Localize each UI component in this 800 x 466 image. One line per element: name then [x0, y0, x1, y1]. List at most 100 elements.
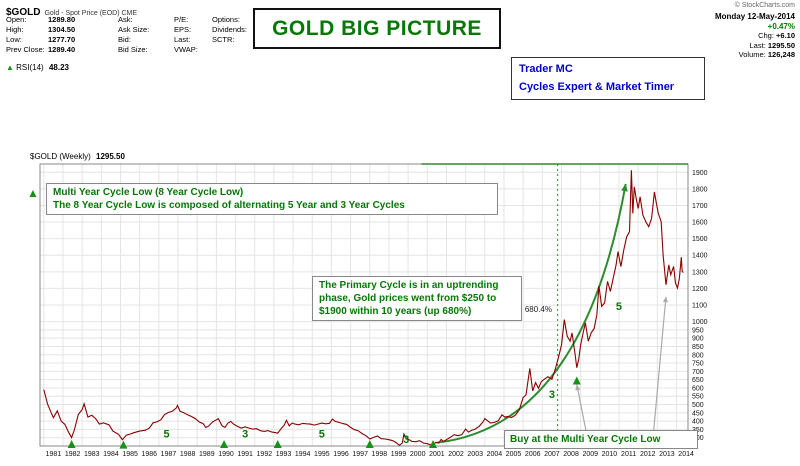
cycle-number: 5 — [163, 429, 169, 441]
quote-field-value: 1277.70 — [48, 35, 76, 44]
price-axis-label: 800 — [692, 352, 704, 359]
year-axis-label: 2007 — [544, 451, 560, 458]
price-axis-label: 1200 — [692, 286, 708, 293]
price-axis-label: 1400 — [692, 253, 708, 260]
year-axis-label: 1992 — [257, 451, 273, 458]
price-axis-label: 700 — [692, 369, 704, 376]
quote-field: Ask Size: — [118, 25, 154, 35]
year-axis-label: 2011 — [621, 451, 636, 458]
quote-field-value: 1289.80 — [48, 15, 76, 24]
cycle-number: 3 — [403, 434, 409, 446]
percent-change: +0.47% — [767, 21, 795, 31]
quote-field: VWAP: — [174, 45, 204, 55]
year-axis-label: 2008 — [563, 451, 579, 458]
chart-series-label: $GOLD (Weekly) 1295.50 — [30, 152, 125, 161]
ticker-symbol: $GOLD — [6, 7, 41, 18]
quote-field-label: Low: — [6, 35, 22, 44]
quote-field: Low: 1277.70 — [6, 35, 75, 45]
price-axis-label: 600 — [692, 385, 704, 392]
rsi-indicator: ▲ RSI(14) 48.23 — [6, 63, 69, 72]
last-row: Last: 1295.50 — [749, 40, 795, 50]
main-chart-panel: 5 3 5 3 3 5 1900 1800 1700 1600 1500 1400 1300 1200 11… — [0, 150, 800, 466]
price-axis-label: 650 — [692, 377, 704, 384]
price-axis-label: 1300 — [692, 269, 708, 276]
quote-column-pe: P/E: EPS: Last: VWAP: — [174, 15, 204, 55]
quote-field: Options: — [212, 15, 265, 25]
year-axis-label: 2000 — [410, 451, 426, 458]
quote-field: SCTR: — [212, 35, 265, 45]
cycle-arrow-icon — [365, 440, 374, 449]
arrowhead-icon — [621, 183, 628, 192]
year-axis-label: 2010 — [602, 451, 618, 458]
year-axis-label: 1986 — [142, 451, 158, 458]
cycle-number: 3 — [242, 429, 248, 441]
primary-cycle-annotation-box: The Primary Cycle is in an uptrending ph… — [312, 276, 522, 321]
year-axis-label: 1990 — [218, 451, 234, 458]
percent-gain-label: 680.4% — [524, 305, 552, 314]
rsi-up-arrow-icon: ▲ — [6, 63, 14, 72]
page-title: GOLD BIG PICTURE — [253, 8, 501, 49]
trader-tagline: Cycles Expert & Market Timer — [519, 80, 675, 93]
price-axis-label: 950 — [692, 327, 704, 334]
quote-field-label: Ask: — [118, 15, 133, 24]
trader-mc-box: Trader MC Cycles Expert & Market Timer — [511, 57, 705, 101]
cycle-number: 5 — [319, 429, 325, 441]
rsi-label: RSI(14) — [16, 63, 44, 72]
rsi-value: 48.23 — [48, 63, 69, 72]
change-row: Chg: +6.10 — [758, 31, 795, 40]
price-axis-label: 1600 — [692, 220, 708, 227]
price-axis-label: 1700 — [692, 203, 708, 210]
quote-field: EPS: — [174, 25, 204, 35]
quote-summary-block: Monday 12-May-2014 +0.47% Chg: +6.10 Las… — [715, 12, 795, 60]
trend-curve — [436, 183, 627, 444]
year-axis-label: 1985 — [122, 451, 138, 458]
quote-field: P/E: — [174, 15, 204, 25]
arrowhead-icon — [662, 296, 669, 303]
chart-series-value: 1295.50 — [96, 152, 125, 161]
cycle-arrow-icon — [273, 440, 282, 449]
year-axis-label: 2002 — [448, 451, 464, 458]
quote-field-label: Ask Size: — [118, 25, 150, 34]
quote-field-label: Open: — [6, 15, 27, 24]
arrowhead-icon — [575, 384, 581, 391]
price-axis-label: 1000 — [692, 319, 708, 326]
quote-field-label: Dividends: — [212, 25, 248, 34]
quote-field: Prev Close: 1289.40 — [6, 45, 75, 55]
symbol-row: $GOLD Gold - Spot Price (EOD) CME — [6, 2, 137, 20]
price-axis-label: 750 — [692, 361, 704, 368]
quote-field-label: Options: — [212, 15, 240, 24]
year-axis-label: 1998 — [372, 451, 388, 458]
year-axis-label: 2005 — [506, 451, 522, 458]
cycle-arrow-icon — [119, 440, 128, 449]
price-axis-label: 900 — [692, 336, 704, 343]
cycle-arrow-icon — [220, 440, 229, 449]
annotation-line: Multi Year Cycle Low (8 Year Cycle Low) — [53, 187, 244, 198]
year-axis-label: 2013 — [659, 451, 675, 458]
year-axis-label: 1997 — [352, 451, 368, 458]
quote-field: Ask: — [118, 15, 154, 25]
volume-row: Volume: 126,248 — [738, 50, 795, 59]
price-axis-label: 550 — [692, 394, 704, 401]
year-axis-label: 1996 — [333, 451, 349, 458]
year-axis-label: 1993 — [276, 451, 292, 458]
year-axis-label: 1982 — [65, 451, 81, 458]
plot-border — [39, 163, 689, 447]
quote-date: Monday 12-May-2014 — [714, 12, 795, 21]
price-axis-label: 1500 — [692, 236, 708, 243]
cycle-arrow-icon — [429, 440, 438, 449]
quote-field: High: 1304.50 — [6, 25, 75, 35]
year-axis-label: 1983 — [84, 451, 100, 458]
year-axis-label: 2001 — [429, 451, 445, 458]
year-axis-label: 1994 — [295, 451, 311, 458]
year-axis-label: 1995 — [314, 451, 330, 458]
trader-name: Trader MC — [519, 63, 573, 75]
quote-field: Open: 1289.80 — [6, 15, 75, 25]
cycle-low-annotation-box: Multi Year Cycle Low (8 Year Cycle Low) … — [46, 183, 498, 215]
quote-field-label: Bid: — [118, 35, 131, 44]
annotation-line: The 8 Year Cycle Low is composed of alte… — [53, 200, 405, 211]
year-axis-label: 2003 — [467, 451, 483, 458]
buy-annotation-box: Buy at the Multi Year Cycle Low — [504, 430, 698, 449]
quote-field: Bid: — [118, 35, 154, 45]
cycle-arrow-icon — [67, 440, 76, 449]
